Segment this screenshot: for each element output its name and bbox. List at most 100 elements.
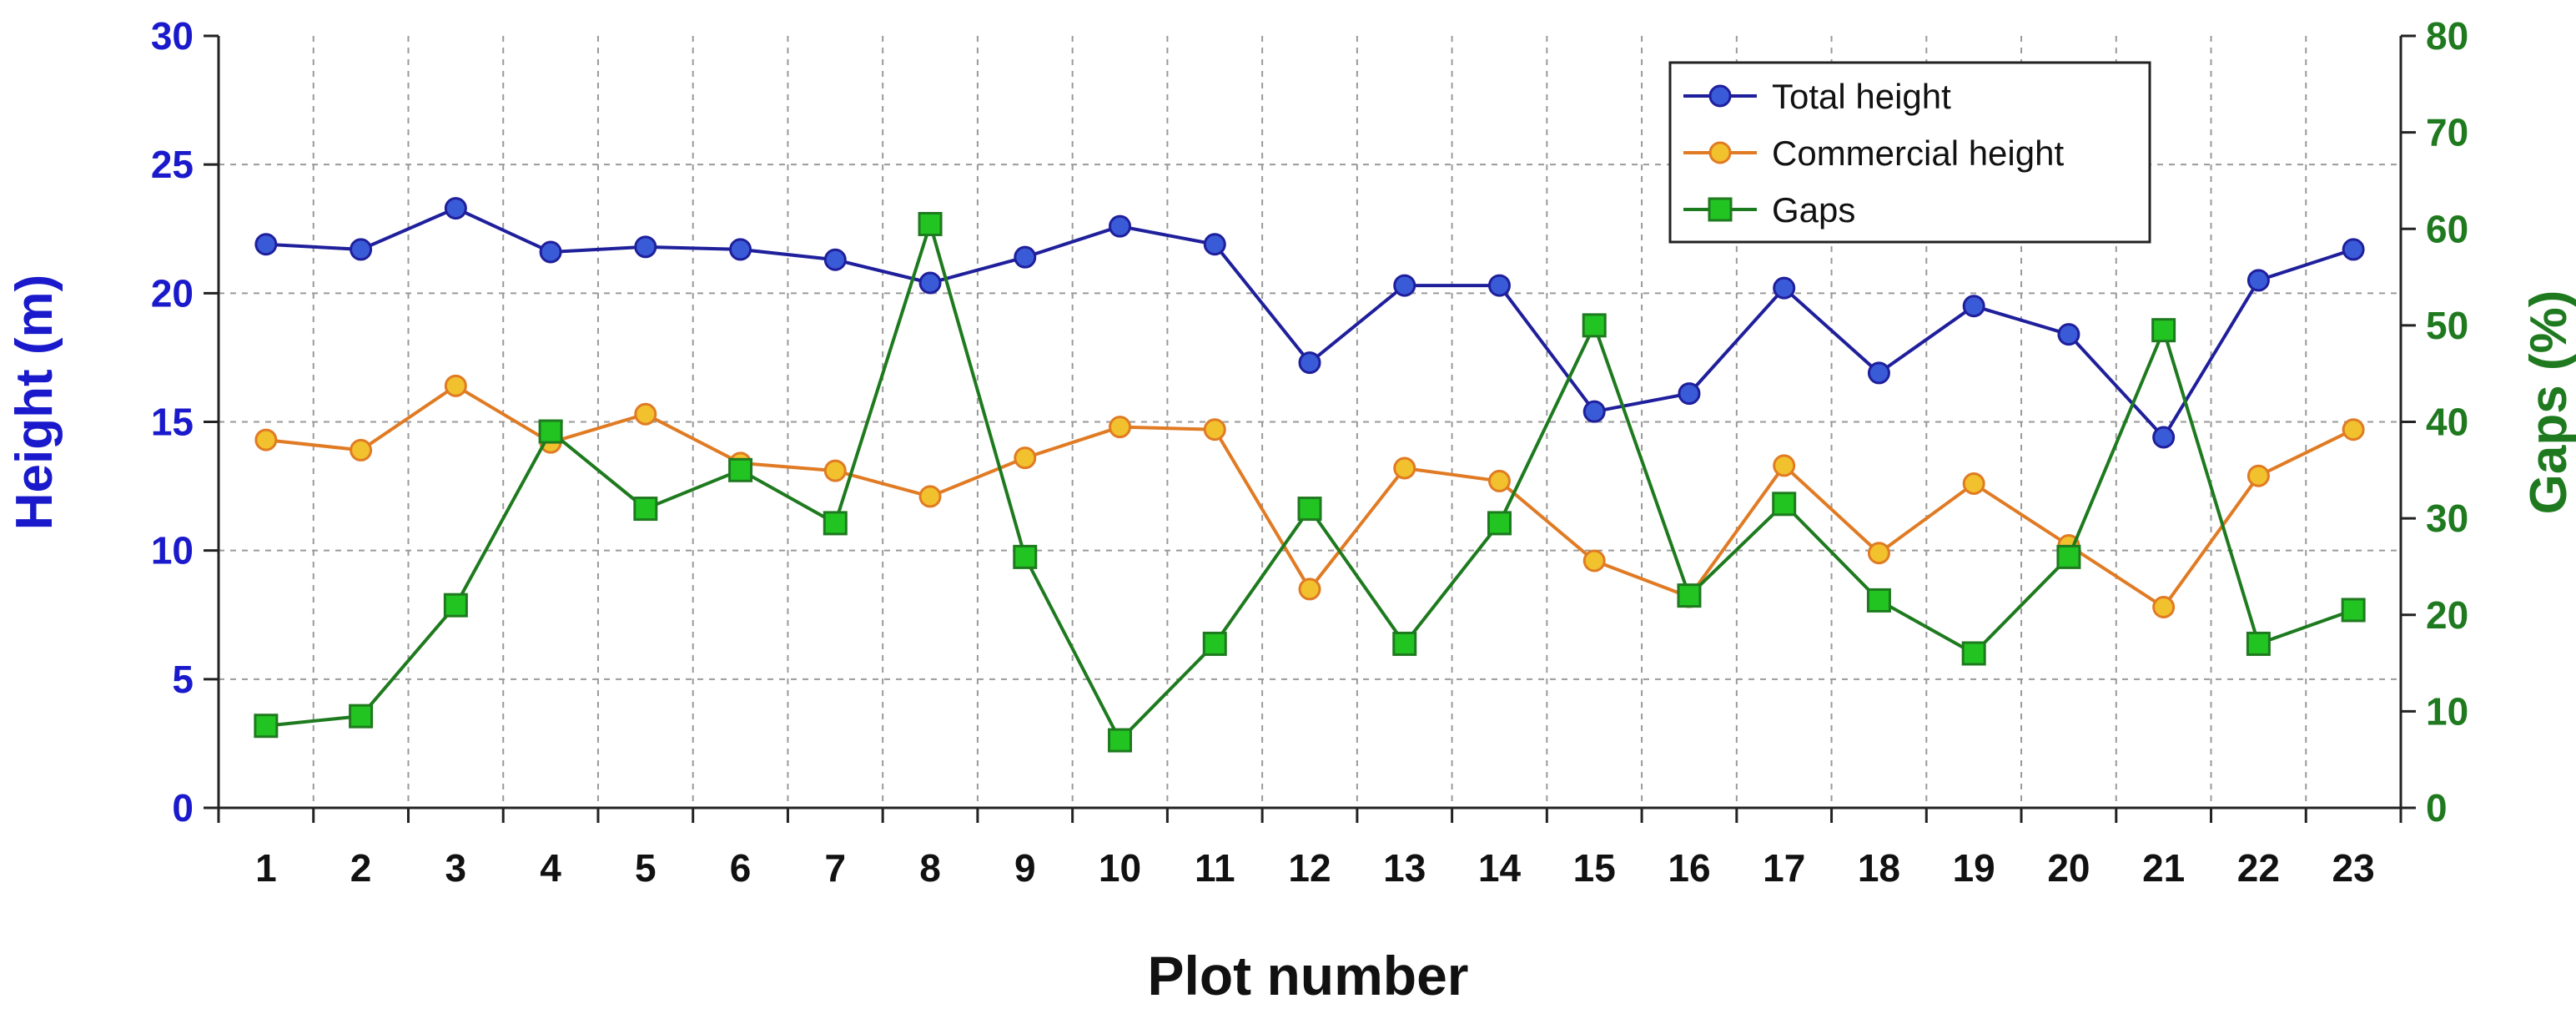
y-axis-label-left: Height (m) [6,275,63,531]
commercial-height-point [1582,549,1606,572]
y-tick-label-left: 5 [172,658,194,701]
y-tick-label-right: 50 [2426,304,2468,347]
commercial-height-point [1393,456,1416,480]
total-height-point [729,238,752,261]
gaps-point [2151,318,2176,343]
y-tick-label-right: 0 [2426,786,2448,830]
gaps-point [1487,511,1512,536]
gaps-point [728,457,753,482]
commercial-height-point [444,374,467,397]
x-tick-label: 9 [1014,846,1036,890]
legend-label-gaps: Gaps [1772,190,1855,229]
total-height-point [1203,233,1226,256]
commercial-height-point [918,485,942,508]
total-height-point [918,271,942,295]
y-tick-label-right: 20 [2426,593,2468,637]
total-height-point [2342,238,2365,261]
x-tick-label: 3 [445,846,467,890]
x-tick-label: 13 [1383,846,1426,890]
legend-label-total-height: Total height [1772,77,1951,116]
legend-marker-total-height [1708,84,1732,108]
axes [204,34,2416,823]
commercial-height-point [1487,469,1511,492]
x-tick-label: 18 [1858,846,1900,890]
commercial-height-point [1867,542,1890,565]
gaps-point [1961,641,1986,666]
gaps-point [1677,583,1702,608]
total-height-point [1298,351,1321,375]
total-height-point [2057,323,2080,346]
x-tick-label: 19 [1953,846,1995,890]
legend-marker-commercial-height [1708,141,1732,164]
y-tick-label-left: 0 [172,786,194,830]
total-height-point [254,233,278,256]
y-tick-label-right: 60 [2426,207,2468,250]
total-height-point [634,235,657,259]
gaps-point [2341,598,2366,623]
y-tick-label-left: 20 [151,271,194,315]
x-tick-label: 12 [1288,846,1331,890]
x-axis-label: Plot number [1147,945,1468,1006]
y-tick-label-right: 30 [2426,497,2468,540]
gaps-point [1866,588,1891,613]
gaps-point [1297,497,1322,522]
x-tick-label: 21 [2142,846,2185,890]
commercial-height-point [1203,418,1226,441]
x-tick-label: 11 [1195,846,1235,890]
total-height-point [1867,361,1890,385]
total-height-point [1582,400,1606,423]
commercial-height-point [2246,464,2270,487]
gaps-point [2056,544,2081,569]
commercial-height-point [2152,596,2176,618]
x-tick-label: 20 [2047,846,2090,890]
total-height-point [539,240,562,264]
gaps-point [538,419,563,444]
legend-label-commercial-height: Commercial height [1772,134,2064,173]
x-tick-label: 5 [635,846,657,890]
x-tick-label: 1 [255,846,277,890]
x-tick-label: 10 [1099,846,1141,890]
total-height-point [444,197,467,220]
commercial-height-point [1109,416,1132,439]
gaps-point [823,511,848,536]
commercial-height-point [2342,418,2365,441]
gaps-point [1582,313,1607,338]
x-tick-label: 16 [1668,846,1710,890]
gaps-point [254,714,279,739]
total-height-point [1109,214,1132,238]
commercial-height-point [1298,578,1321,601]
x-tick-label: 14 [1478,846,1522,890]
y-tick-label-left: 15 [151,401,194,444]
gaps-point [1108,728,1133,753]
total-height-point [1014,245,1037,269]
y-axis-label-right: Gaps (%) [2520,290,2576,515]
commercial-height-point [823,459,847,482]
commercial-height-line [265,383,2355,610]
y-tick-label-left: 30 [151,14,194,58]
y-tick-label-left: 10 [151,529,194,572]
x-tick-label: 15 [1573,846,1616,890]
gaps-point [1013,544,1038,569]
legend: Total height Commercial height Gaps [1668,61,2151,244]
commercial-height-point [350,438,373,462]
commercial-height-point [254,428,278,451]
gaps-point [2246,631,2271,656]
y-tick-label-right: 40 [2426,401,2468,444]
total-height-point [2152,426,2176,449]
total-height-point [2246,269,2270,292]
y-tick-label-right: 70 [2426,111,2468,154]
y-tick-label-right: 10 [2426,689,2468,733]
gaps-point [1772,492,1797,517]
total-height-point [1393,274,1416,297]
legend-marker-gaps [1708,197,1733,222]
y-tick-label-right: 80 [2426,14,2468,58]
gaps-point [918,211,943,236]
total-height-point [823,248,847,271]
gaps-point [1202,631,1227,656]
total-height-point [1678,382,1701,406]
total-height-point [350,238,373,261]
x-tick-label: 8 [919,846,941,890]
x-tick-label: 2 [350,846,372,890]
total-height-point [1773,276,1796,300]
